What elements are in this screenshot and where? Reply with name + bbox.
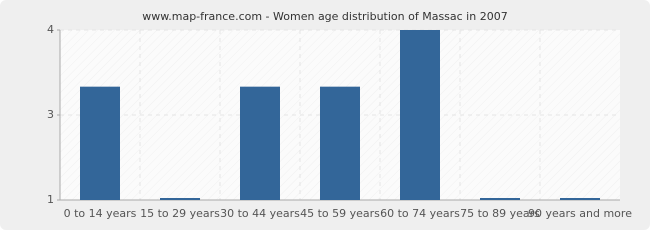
y-tick-label: 3 [47,108,54,121]
chart-title: www.map-france.com - Women age distribut… [142,10,507,23]
y-tick-label: 1 [47,193,54,206]
x-tick-label: 15 to 29 years [140,207,220,220]
y-tick-label: 4 [47,23,54,36]
bar [160,198,200,200]
bar [560,198,600,200]
bar [240,86,280,200]
bar [320,86,360,200]
bar [80,86,120,200]
chart: www.map-france.com - Women age distribut… [0,0,650,230]
x-tick-label: 60 to 74 years [380,207,460,220]
x-tick-label: 0 to 14 years [64,207,137,220]
x-tick-label: 30 to 44 years [220,207,300,220]
page: www.map-france.com - Women age distribut… [0,0,650,230]
x-tick-label: 90 years and more [528,207,632,220]
x-tick-label: 75 to 89 years [460,207,540,220]
bar [400,30,440,200]
x-tick-label: 45 to 59 years [300,207,380,220]
bar [480,198,520,200]
